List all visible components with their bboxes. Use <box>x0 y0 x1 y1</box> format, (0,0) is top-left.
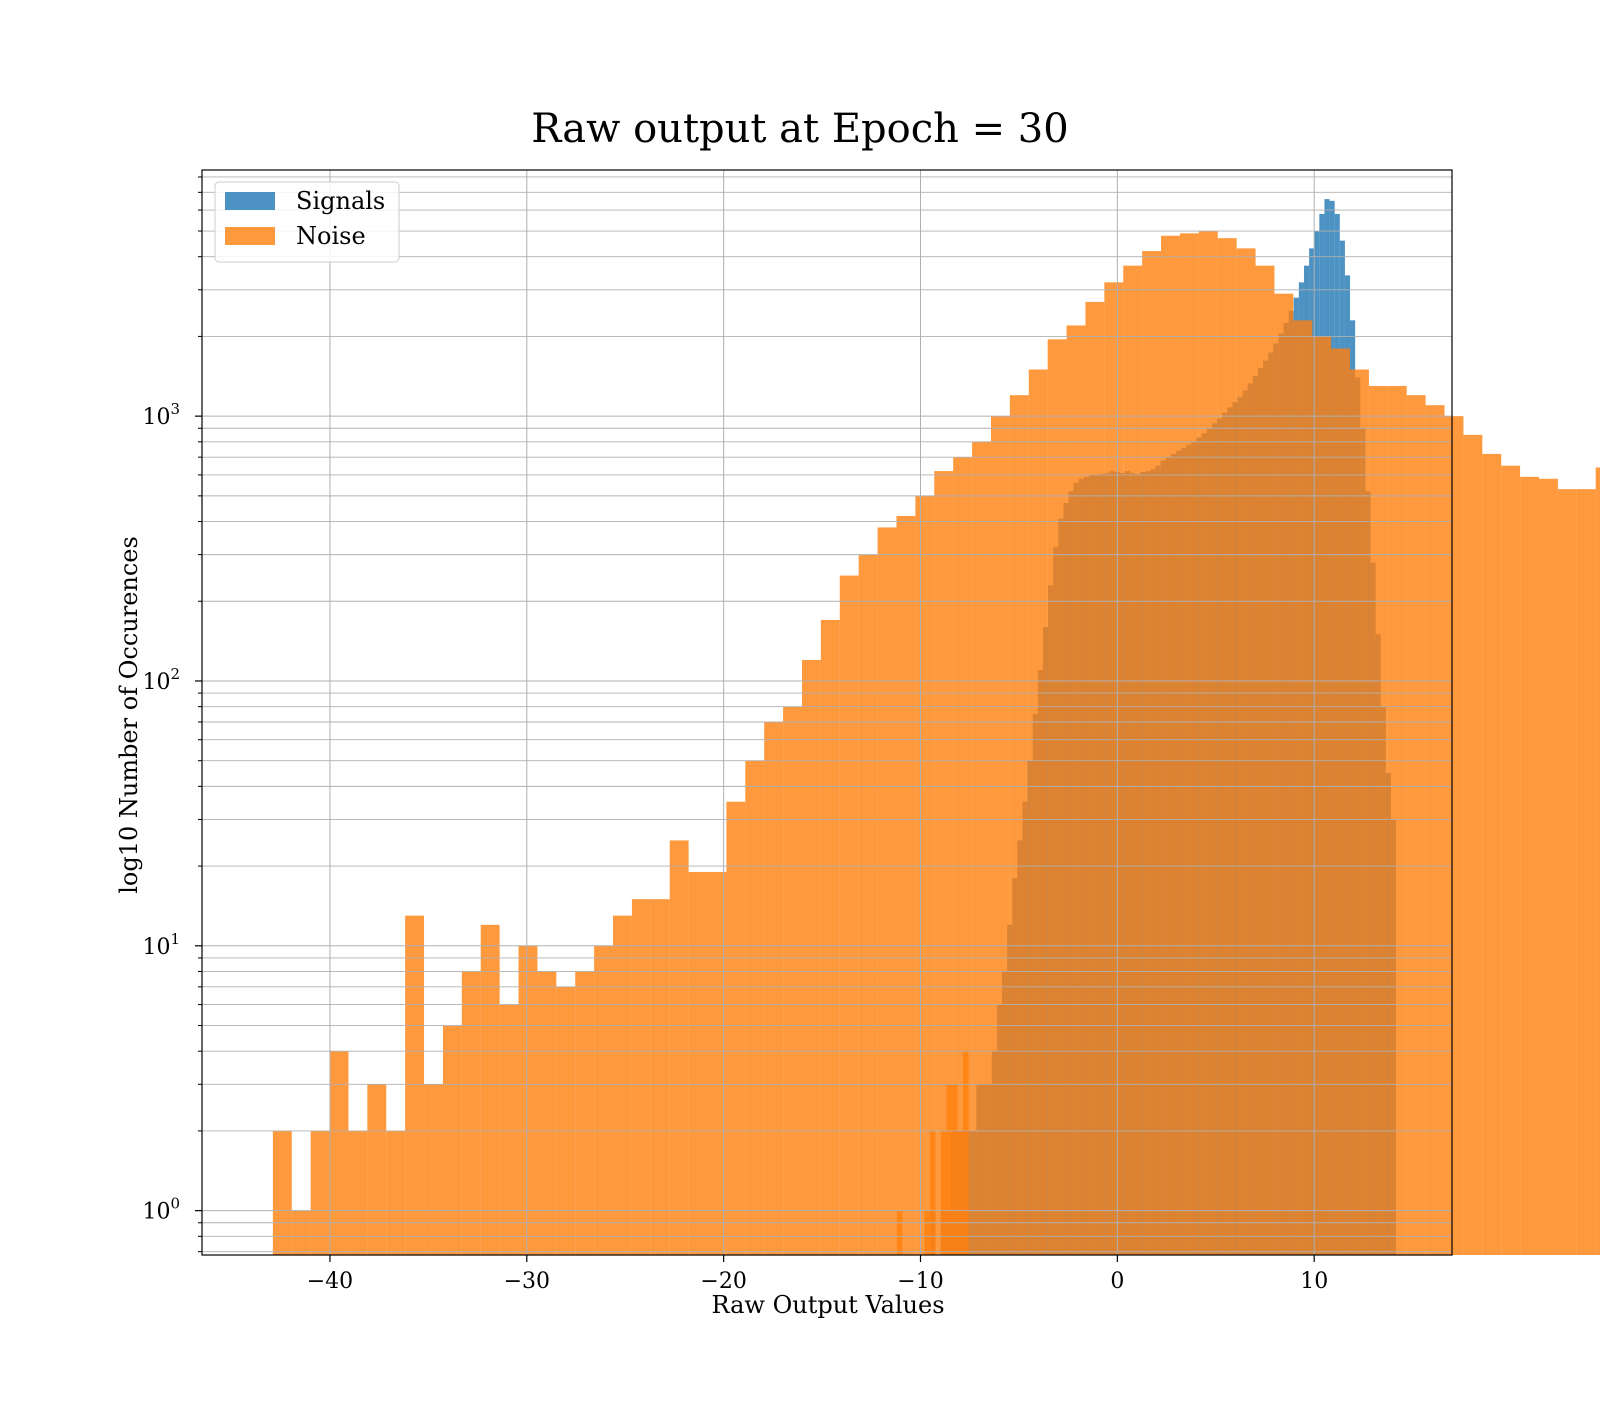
bar-noise-16 <box>575 971 595 1255</box>
bar-noise-50 <box>1217 238 1237 1255</box>
bar-noise-54 <box>1293 320 1313 1256</box>
bar-noise-53 <box>1274 293 1294 1255</box>
bar-noise-70 <box>1595 467 1600 1256</box>
bar-noise-31 <box>858 554 878 1255</box>
plot-frame <box>201 169 1453 1256</box>
chart-title: Raw output at Epoch = 30 <box>531 106 1068 152</box>
bar-noise-47 <box>1161 235 1180 1256</box>
bar-noise-tail-10 <box>952 1084 958 1255</box>
bar-noise-4 <box>348 1130 368 1255</box>
bar-noise-62 <box>1444 416 1464 1255</box>
bar-noise-49 <box>1198 231 1218 1255</box>
bar-noise-43 <box>1085 301 1105 1255</box>
bar-noise-tail-9 <box>946 1084 952 1255</box>
bar-noise-19 <box>631 899 651 1255</box>
bar-noise-56 <box>1331 348 1351 1255</box>
bar-noise-39 <box>1009 395 1029 1255</box>
bar-noise-15 <box>556 986 576 1255</box>
bar-noise-55 <box>1312 336 1332 1255</box>
bar-noise-tail-8 <box>940 1130 947 1255</box>
bar-noise-38 <box>990 416 1010 1255</box>
legend-label-signals: Signals <box>296 187 385 215</box>
bar-noise-48 <box>1179 233 1199 1256</box>
bar-noise-23 <box>707 871 727 1255</box>
x-tick-label-3: −10 <box>897 1269 943 1294</box>
x-tick-label-1: −30 <box>504 1269 550 1294</box>
bar-noise-44 <box>1104 282 1124 1255</box>
bar-noise-18 <box>613 915 632 1255</box>
bar-noise-26 <box>764 722 784 1255</box>
x-tick-label-2: −20 <box>700 1269 746 1294</box>
bar-noise-0 <box>272 1130 292 1255</box>
bar-noise-59 <box>1387 385 1407 1256</box>
bar-noise-6 <box>386 1130 406 1255</box>
bar-noise-24 <box>726 801 746 1255</box>
bar-noise-21 <box>669 840 689 1255</box>
bar-noise-7 <box>405 915 425 1255</box>
bar-noise-57 <box>1350 369 1369 1255</box>
bar-noise-61 <box>1425 405 1445 1255</box>
bar-noise-8 <box>424 1084 443 1255</box>
bar-noise-13 <box>518 945 538 1255</box>
bar-noise-20 <box>650 899 670 1255</box>
bar-noise-64 <box>1482 453 1502 1255</box>
bar-noise-32 <box>877 527 897 1255</box>
y-tick-label-0: 100 <box>142 1195 180 1225</box>
bars-layer <box>272 199 1600 1256</box>
grid-layer <box>202 170 1452 1255</box>
legend-label-noise: Noise <box>296 222 366 250</box>
bar-noise-30 <box>839 575 859 1255</box>
bar-noise-9 <box>442 1025 462 1255</box>
bar-noise-41 <box>1047 339 1067 1256</box>
bar-noise-46 <box>1142 251 1162 1255</box>
bar-noise-66 <box>1520 476 1540 1256</box>
bar-noise-40 <box>1028 369 1048 1255</box>
bar-noise-11 <box>480 924 500 1255</box>
bar-noise-tail-5 <box>924 1210 930 1255</box>
bar-noise-68 <box>1557 489 1577 1255</box>
legend: Signals Noise <box>214 181 400 263</box>
bar-noise-3 <box>329 1051 349 1255</box>
bar-noise-10 <box>461 971 481 1255</box>
bar-noise-tail-11 <box>957 1130 964 1255</box>
bar-noise-51 <box>1236 248 1256 1255</box>
bar-noise-67 <box>1539 478 1558 1255</box>
bar-noise-1 <box>291 1210 311 1255</box>
bar-noise-29 <box>820 619 840 1255</box>
bar-noise-60 <box>1406 395 1426 1255</box>
bar-noise-tail-6 <box>929 1130 936 1255</box>
bar-noise-5 <box>367 1084 387 1255</box>
bar-noise-63 <box>1463 434 1483 1256</box>
legend-swatch-signals <box>225 192 275 210</box>
x-tick-label-4: 0 <box>1110 1269 1124 1294</box>
bar-noise-65 <box>1501 465 1521 1255</box>
bar-noise-37 <box>972 441 991 1255</box>
bar-noise-12 <box>499 1004 519 1255</box>
bar-noise-2 <box>310 1130 330 1255</box>
bar-noise-58 <box>1368 385 1388 1256</box>
bar-noise-tail-12 <box>963 1051 969 1255</box>
bar-noise-35 <box>934 471 954 1255</box>
legend-swatch-noise <box>225 227 275 245</box>
x-tick-label-5: 10 <box>1300 1269 1328 1294</box>
bar-noise-14 <box>537 971 557 1255</box>
bar-noise-25 <box>745 760 765 1255</box>
bar-noise-27 <box>783 706 802 1255</box>
bar-noise-17 <box>594 945 614 1255</box>
x-axis-label: Raw Output Values <box>711 1291 944 1319</box>
x-axis: −40 −30 −20 −10 0 10 <box>307 1255 1328 1294</box>
bar-noise-42 <box>1066 325 1086 1256</box>
bar-noise-22 <box>688 871 708 1255</box>
x-tick-label-0: −40 <box>307 1269 353 1294</box>
bar-noise-69 <box>1576 489 1596 1255</box>
bar-noise-tail-0 <box>896 1210 903 1255</box>
bar-noise-33 <box>896 515 916 1255</box>
y-axis-label: log10 Number of Occurences <box>115 536 143 894</box>
